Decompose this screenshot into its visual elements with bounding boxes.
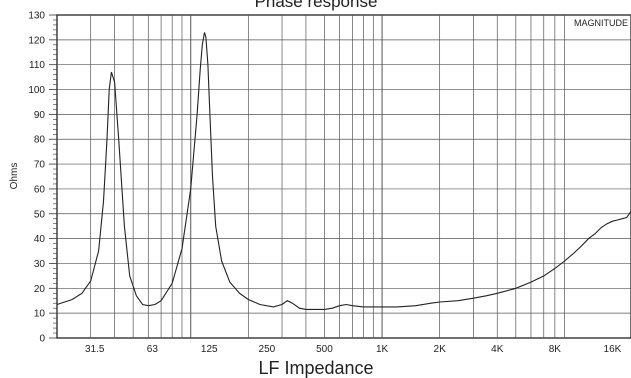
grid: [57, 15, 631, 338]
y-tick-label: 0: [39, 334, 45, 345]
x-tick-label: 16K: [604, 344, 622, 355]
y-tick-label: 100: [28, 85, 45, 96]
plot-frame: [56, 14, 631, 339]
y-tick-label: 20: [34, 284, 46, 295]
y-tick-label: 60: [34, 184, 46, 195]
x-tick-label: 31.5: [85, 344, 105, 355]
x-axis: 31.5 63 125 250 500 1K 2K 4K 8K 16K: [85, 344, 622, 355]
x-tick-label: 125: [201, 344, 218, 355]
corner-label: MAGNITUDE: [574, 18, 628, 28]
y-tick-label: 80: [34, 135, 46, 146]
impedance-line: [56, 32, 631, 310]
y-tick-label: 110: [29, 60, 45, 71]
x-tick-label: 2K: [434, 344, 447, 355]
x-tick-label: 8K: [549, 344, 562, 355]
y-tick-label: 70: [34, 160, 46, 171]
chart-subtitle: LF Impedance: [258, 358, 373, 378]
y-tick-label: 50: [34, 209, 46, 220]
y-tick-label: 130: [28, 11, 45, 22]
x-tick-label: 4K: [491, 344, 504, 355]
y-axis-label: Ohms: [9, 163, 20, 190]
x-tick-label: 63: [147, 344, 159, 355]
y-axis: 0 10 20 30 40 50 60 70 80 90 100 110 120 130: [28, 11, 57, 345]
y-tick-label: 10: [34, 309, 46, 320]
x-tick-label: 250: [259, 344, 276, 355]
x-tick-label: 500: [316, 344, 333, 355]
y-tick-label: 30: [34, 259, 46, 270]
y-tick-label: 40: [34, 234, 46, 245]
chart-title: Phase response: [255, 0, 378, 11]
x-tick-label: 1K: [376, 344, 389, 355]
y-tick-label: 120: [28, 35, 45, 46]
y-tick-label: 90: [34, 110, 46, 121]
